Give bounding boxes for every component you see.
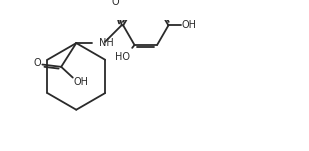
Text: O: O — [112, 0, 119, 7]
Text: NH: NH — [99, 38, 113, 48]
Text: OH: OH — [182, 20, 197, 30]
Text: HO: HO — [116, 52, 130, 62]
Text: OH: OH — [74, 77, 89, 87]
Text: O: O — [33, 58, 41, 68]
